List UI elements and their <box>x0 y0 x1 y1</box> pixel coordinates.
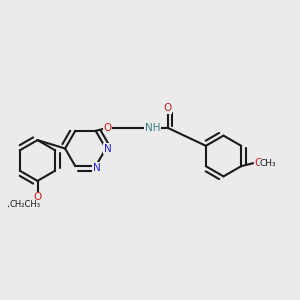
Text: O: O <box>255 158 263 168</box>
Text: O: O <box>33 192 42 203</box>
Text: CH₂CH₃: CH₂CH₃ <box>10 200 41 209</box>
Text: O: O <box>164 103 172 113</box>
Text: CH₃: CH₃ <box>260 159 276 168</box>
Text: O: O <box>103 123 112 133</box>
Text: NH: NH <box>145 123 161 133</box>
Text: N: N <box>93 163 101 173</box>
Text: N: N <box>103 143 111 154</box>
